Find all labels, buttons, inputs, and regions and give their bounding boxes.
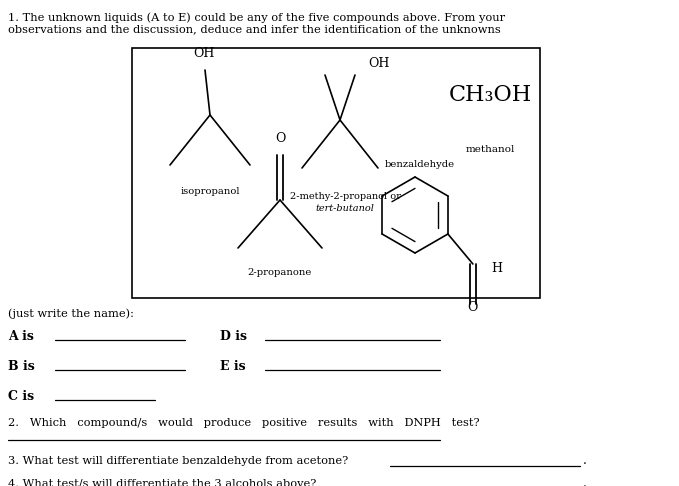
Text: 2.   Which   compound/s   would   produce   positive   results   with   DNPH   t: 2. Which compound/s would produce positi… (8, 418, 479, 428)
Text: H: H (491, 262, 502, 276)
Text: O: O (275, 132, 285, 145)
Text: D is: D is (220, 330, 247, 343)
Text: .: . (583, 454, 587, 468)
Text: (just write the name):: (just write the name): (8, 308, 134, 318)
Text: 2-methy-2-propanol or: 2-methy-2-propanol or (289, 192, 401, 201)
Text: benzaldehyde: benzaldehyde (385, 160, 455, 169)
Text: isopropanol: isopropanol (180, 187, 240, 196)
Text: B is: B is (8, 360, 35, 373)
Text: CH₃OH: CH₃OH (448, 84, 532, 106)
Text: 3. What test will differentiate benzaldehyde from acetone?: 3. What test will differentiate benzalde… (8, 456, 348, 466)
Text: tert-butanol: tert-butanol (316, 204, 374, 213)
Text: observations and the discussion, deduce and infer the identification of the unkn: observations and the discussion, deduce … (8, 24, 500, 34)
Text: 4. What test/s will differentiate the 3 alcohols above?: 4. What test/s will differentiate the 3 … (8, 478, 316, 486)
Text: methanol: methanol (465, 145, 515, 155)
Text: .: . (583, 476, 587, 486)
Bar (132, 48, 540, 298)
Text: OH: OH (368, 57, 389, 70)
Text: A is: A is (8, 330, 34, 343)
Text: O: O (468, 301, 478, 314)
Text: OH: OH (194, 47, 215, 60)
Text: E is: E is (220, 360, 246, 373)
Text: 2-propanone: 2-propanone (248, 268, 312, 277)
Text: C is: C is (8, 390, 34, 403)
Text: 1. The unknown liquids (A to E) could be any of the five compounds above. From y: 1. The unknown liquids (A to E) could be… (8, 12, 505, 22)
